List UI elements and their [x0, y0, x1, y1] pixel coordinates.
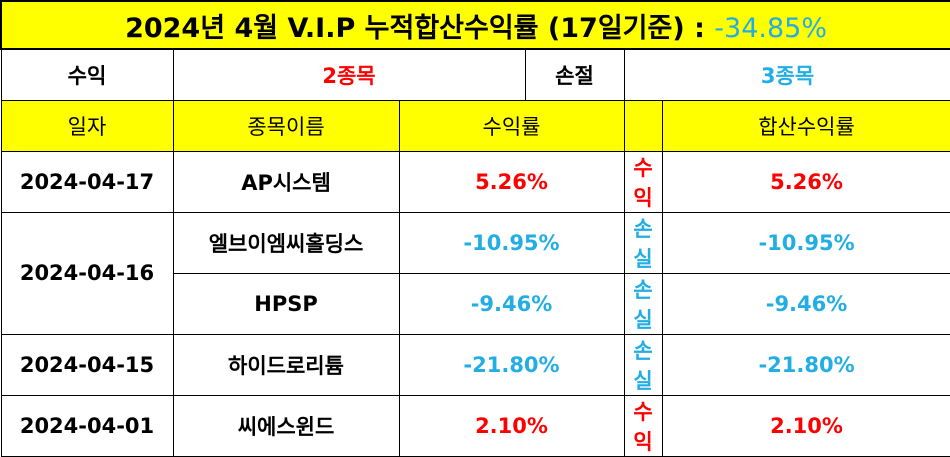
row-result: 손실	[623, 272, 663, 335]
row-date: 2024-04-01	[0, 394, 174, 457]
header-date: 일자	[0, 99, 174, 152]
row-stock-name: 씨에스윈드	[172, 394, 400, 457]
row-stock-name: 하이드로리튬	[172, 333, 400, 396]
row-date: 2024-04-17	[0, 150, 174, 213]
row-date: 2024-04-15	[0, 333, 174, 396]
row-cumulative: 2.10%	[661, 394, 950, 457]
row-cumulative: -9.46%	[661, 272, 950, 335]
header-cumulative: 합산수익률	[661, 99, 950, 152]
header-return: 수익률	[398, 99, 625, 152]
profit-count: 2종목	[172, 48, 526, 101]
loss-count: 3종목	[623, 48, 950, 101]
header-result	[623, 99, 663, 152]
row-return: -21.80%	[398, 333, 625, 396]
row-stock-name: AP시스템	[172, 150, 400, 213]
total-return-value: -34.85%	[714, 12, 827, 44]
table-row: 2024-04-16 엘브이엠씨홀딩스 -10.95% 손실 -10.95%	[0, 211, 950, 335]
row-return: -10.95%	[398, 211, 625, 274]
header-name: 종목이름	[172, 99, 400, 152]
row-return: 5.26%	[398, 150, 625, 213]
row-cumulative: 5.26%	[661, 150, 950, 213]
summary-row: 수익 2종목 손절 3종목	[0, 48, 950, 101]
title-text: 2024년 4월 V.I.P 누적합산수익률 (17일기준) :	[125, 12, 715, 44]
table-row: 2024-04-17 AP시스템 5.26% 수익 5.26%	[0, 150, 950, 213]
row-stock-name: 엘브이엠씨홀딩스	[172, 211, 400, 274]
table-row: 2024-04-01 씨에스윈드 2.10% 수익 2.10%	[0, 394, 950, 457]
profit-label: 수익	[0, 48, 174, 101]
row-return: -9.46%	[398, 272, 625, 335]
row-result: 수익	[623, 394, 663, 457]
page-title: 2024년 4월 V.I.P 누적합산수익률 (17일기준) : -34.85%	[0, 0, 950, 50]
row-result: 손실	[623, 333, 663, 396]
row-cumulative: -21.80%	[661, 333, 950, 396]
table-row: 2024-04-15 하이드로리튬 -21.80% 손실 -21.80%	[0, 333, 950, 396]
row-result: 손실	[623, 211, 663, 274]
row-return: 2.10%	[398, 394, 625, 457]
title-row: 2024년 4월 V.I.P 누적합산수익률 (17일기준) : -34.85%	[0, 0, 950, 50]
row-result: 수익	[623, 150, 663, 213]
row-date: 2024-04-16	[0, 211, 174, 335]
header-row: 일자 종목이름 수익률 합산수익률	[0, 99, 950, 152]
row-stock-name: HPSP	[172, 272, 400, 335]
loss-label: 손절	[524, 48, 625, 101]
row-cumulative: -10.95%	[661, 211, 950, 274]
